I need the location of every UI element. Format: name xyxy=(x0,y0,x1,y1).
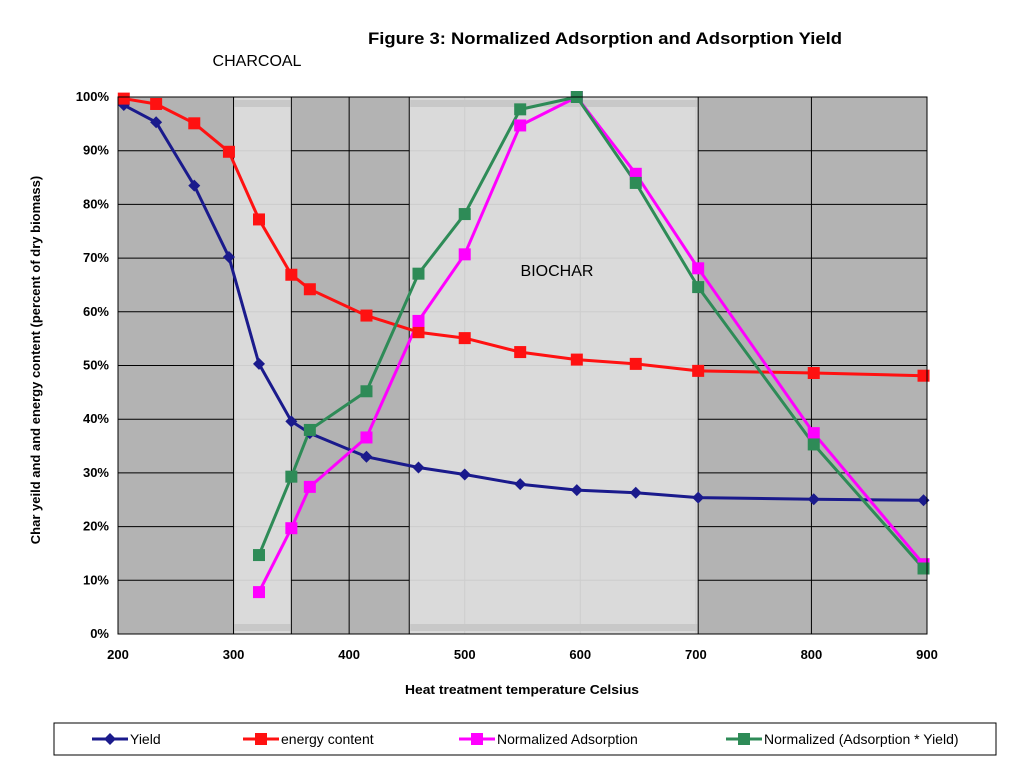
data-point-energy-content xyxy=(807,367,820,380)
x-tick-label: 300 xyxy=(223,647,245,662)
y-tick-label: 80% xyxy=(83,196,109,211)
x-tick-label: 700 xyxy=(685,647,707,662)
region-bottom-band xyxy=(410,624,698,631)
y-tick-label: 70% xyxy=(83,250,109,265)
region-label-charcoal: CHARCOAL xyxy=(213,53,302,70)
data-point-yield xyxy=(412,461,425,474)
data-point-normalized-adsorption-yield xyxy=(252,549,265,562)
data-point-energy-content xyxy=(917,369,930,382)
data-point-normalized-adsorption xyxy=(285,522,298,535)
y-tick-label: 40% xyxy=(83,411,109,426)
data-point-normalized-adsorption xyxy=(412,314,425,327)
data-point-energy-content xyxy=(570,353,583,366)
y-tick-label: 0% xyxy=(90,626,109,641)
data-point-energy-content xyxy=(692,364,705,377)
data-point-normalized-adsorption xyxy=(303,480,316,493)
data-point-energy-content xyxy=(412,326,425,339)
y-tick-label: 30% xyxy=(83,465,109,480)
data-point-yield xyxy=(807,493,820,506)
legend-marker-normalized-adsorption-yield xyxy=(738,733,750,745)
region-bottom-band xyxy=(234,624,291,631)
chart-title: Figure 3: Normalized Adsorption and Adso… xyxy=(368,29,842,48)
data-point-yield xyxy=(692,491,705,504)
data-point-yield xyxy=(629,486,642,499)
x-axis-label: Heat treatment temperature Celsius xyxy=(405,682,639,697)
data-point-normalized-adsorption-yield xyxy=(807,438,820,451)
legend-label-normalized-adsorption: Normalized Adsorption xyxy=(497,731,638,747)
data-point-energy-content xyxy=(252,213,265,226)
data-point-normalized-adsorption xyxy=(692,262,705,275)
legend-marker-yield xyxy=(104,733,116,745)
y-tick-label: 20% xyxy=(83,519,109,534)
series-line-yield xyxy=(123,103,924,502)
data-point-yield xyxy=(285,415,298,428)
data-point-normalized-adsorption-yield xyxy=(917,562,930,575)
y-axis-ticks: 0% 10% 20% 30% 40% 50% 60% 70% 80% 90% 100% xyxy=(76,89,110,641)
y-tick-label: 60% xyxy=(83,304,109,319)
legend-box xyxy=(53,722,997,756)
legend-marker-normalized-adsorption xyxy=(471,733,483,745)
data-point-energy-content xyxy=(514,346,527,359)
data-point-normalized-adsorption-yield xyxy=(412,267,425,280)
data-point-energy-content xyxy=(285,268,298,281)
x-tick-label: 900 xyxy=(916,647,938,662)
data-point-energy-content xyxy=(458,332,471,345)
data-point-normalized-adsorption-yield xyxy=(514,103,527,116)
y-tick-label: 90% xyxy=(83,143,109,158)
region-top-band xyxy=(234,100,291,107)
x-tick-label: 800 xyxy=(801,647,823,662)
legend-label-normalized-adsorption-yield: Normalized (Adsorption * Yield) xyxy=(764,731,959,747)
data-point-yield xyxy=(514,478,527,491)
data-point-normalized-adsorption-yield xyxy=(360,385,373,398)
legend-label-yield: Yield xyxy=(130,731,161,747)
data-point-normalized-adsorption xyxy=(807,427,820,440)
region-labels: CHARCOAL BIOCHAR xyxy=(213,53,594,280)
data-point-normalized-adsorption xyxy=(458,248,471,261)
data-point-normalized-adsorption-yield xyxy=(458,208,471,221)
data-point-energy-content xyxy=(360,309,373,322)
series-line-normalized-adsorption-yield xyxy=(257,95,925,570)
plot-border xyxy=(117,96,928,635)
legend-marker-energy-content xyxy=(255,733,267,745)
data-point-yield xyxy=(222,251,235,264)
y-tick-label: 50% xyxy=(83,358,109,373)
data-point-normalized-adsorption-yield xyxy=(692,281,705,294)
x-axis-ticks: 200 300 400 500 600 700 800 900 xyxy=(107,647,938,662)
data-point-yield xyxy=(150,116,163,129)
data-point-normalized-adsorption xyxy=(514,119,527,132)
y-tick-label: 10% xyxy=(83,572,109,587)
y-axis-label: Char yeild and and energy content (perce… xyxy=(28,176,43,544)
y-tick-label: 100% xyxy=(76,89,110,104)
legend: Yield energy content Normalized Adsorption… xyxy=(53,722,997,756)
x-tick-label: 400 xyxy=(338,647,360,662)
series-line-normalized-adsorption xyxy=(257,95,925,593)
legend-label-energy-content: energy content xyxy=(281,731,374,747)
data-point-yield xyxy=(458,468,471,481)
data-point-normalized-adsorption-yield xyxy=(285,470,298,483)
x-tick-label: 600 xyxy=(569,647,591,662)
data-point-energy-content xyxy=(117,92,130,105)
x-tick-label: 500 xyxy=(454,647,476,662)
data-point-normalized-adsorption-yield xyxy=(629,176,642,189)
region-label-biochar: BIOCHAR xyxy=(521,263,594,280)
data-point-normalized-adsorption xyxy=(252,586,265,599)
data-point-yield xyxy=(360,450,373,463)
data-point-energy-content xyxy=(303,283,316,296)
data-point-yield xyxy=(188,179,201,192)
data-point-energy-content xyxy=(150,97,163,110)
data-point-normalized-adsorption-yield xyxy=(303,423,316,436)
data-point-yield xyxy=(252,357,265,370)
x-tick-label: 200 xyxy=(107,647,129,662)
data-point-normalized-adsorption xyxy=(629,167,642,180)
series-line-energy-content xyxy=(123,97,924,378)
data-point-energy-content xyxy=(188,117,201,130)
series-lines xyxy=(123,95,925,593)
data-point-energy-content xyxy=(629,357,642,370)
data-point-normalized-adsorption xyxy=(360,431,373,444)
data-point-yield xyxy=(570,484,583,497)
data-point-energy-content xyxy=(222,145,235,158)
